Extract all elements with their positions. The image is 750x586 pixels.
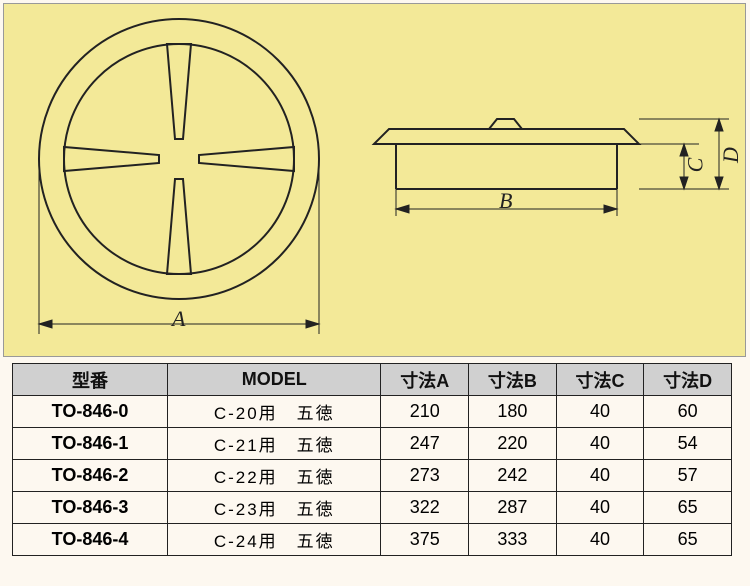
th-dim-d: 寸法D	[644, 364, 732, 396]
cell-c: 40	[556, 524, 644, 556]
cell-model: C-22用 五徳	[168, 460, 381, 492]
cell-a: 247	[381, 428, 469, 460]
cell-c: 40	[556, 428, 644, 460]
cell-model: C-21用 五徳	[168, 428, 381, 460]
cell-d: 54	[644, 428, 732, 460]
dim-label-a: A	[172, 306, 185, 332]
dim-label-c: C	[682, 158, 708, 173]
th-model-no: 型番	[13, 364, 168, 396]
cell-no: TO-846-2	[13, 460, 168, 492]
cell-b: 333	[469, 524, 557, 556]
th-dim-b: 寸法B	[469, 364, 557, 396]
cell-d: 65	[644, 492, 732, 524]
cell-c: 40	[556, 460, 644, 492]
table-header-row: 型番 MODEL 寸法A 寸法B 寸法C 寸法D	[13, 364, 732, 396]
cell-no: TO-846-1	[13, 428, 168, 460]
cell-no: TO-846-3	[13, 492, 168, 524]
table-row: TO-846-2 C-22用 五徳 273 242 40 57	[13, 460, 732, 492]
th-dim-a: 寸法A	[381, 364, 469, 396]
spec-table-wrap: 型番 MODEL 寸法A 寸法B 寸法C 寸法D TO-846-0 C-20用 …	[0, 357, 750, 556]
cell-d: 65	[644, 524, 732, 556]
table-row: TO-846-0 C-20用 五徳 210 180 40 60	[13, 396, 732, 428]
cell-a: 375	[381, 524, 469, 556]
cell-a: 273	[381, 460, 469, 492]
dim-label-d: D	[718, 147, 744, 163]
cell-b: 287	[469, 492, 557, 524]
cell-a: 322	[381, 492, 469, 524]
dim-label-b: B	[499, 188, 512, 214]
cell-no: TO-846-4	[13, 524, 168, 556]
cell-model: C-24用 五徳	[168, 524, 381, 556]
cell-model: C-23用 五徳	[168, 492, 381, 524]
cell-d: 57	[644, 460, 732, 492]
cell-no: TO-846-0	[13, 396, 168, 428]
table-body: TO-846-0 C-20用 五徳 210 180 40 60 TO-846-1…	[13, 396, 732, 556]
cell-b: 242	[469, 460, 557, 492]
cell-c: 40	[556, 492, 644, 524]
cell-b: 180	[469, 396, 557, 428]
diagram-svg	[4, 4, 747, 358]
cell-a: 210	[381, 396, 469, 428]
cell-d: 60	[644, 396, 732, 428]
th-dim-c: 寸法C	[556, 364, 644, 396]
table-row: TO-846-3 C-23用 五徳 322 287 40 65	[13, 492, 732, 524]
spec-table: 型番 MODEL 寸法A 寸法B 寸法C 寸法D TO-846-0 C-20用 …	[12, 363, 732, 556]
cell-c: 40	[556, 396, 644, 428]
table-row: TO-846-4 C-24用 五徳 375 333 40 65	[13, 524, 732, 556]
table-row: TO-846-1 C-21用 五徳 247 220 40 54	[13, 428, 732, 460]
cell-b: 220	[469, 428, 557, 460]
engineering-diagram: A B C D	[3, 3, 746, 357]
cell-model: C-20用 五徳	[168, 396, 381, 428]
th-model: MODEL	[168, 364, 381, 396]
